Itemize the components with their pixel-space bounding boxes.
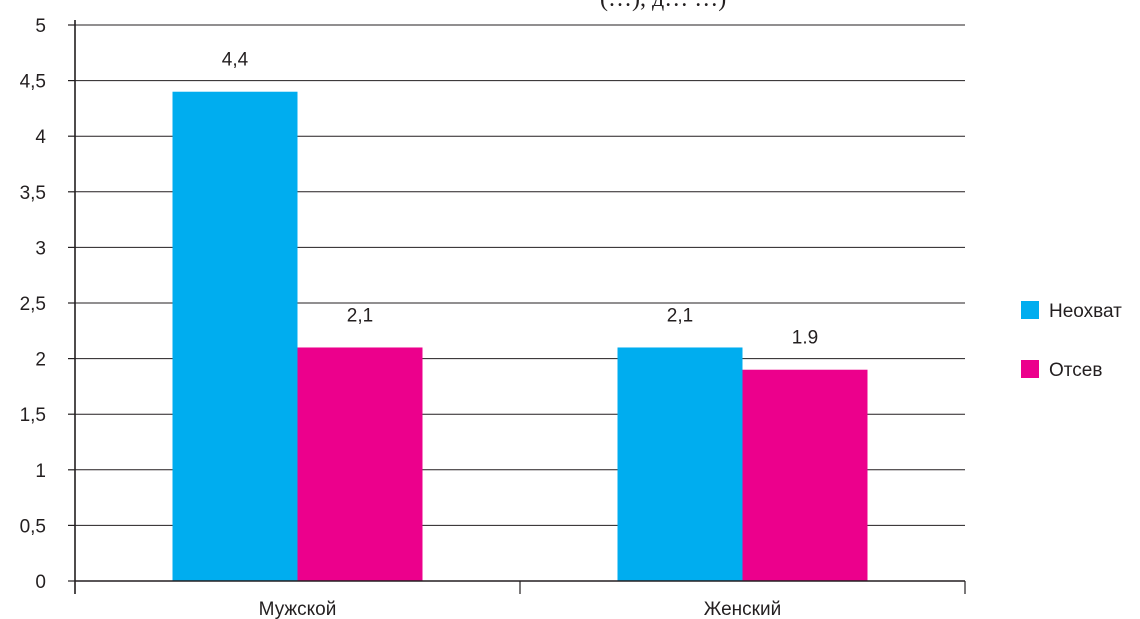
legend-swatch [1021, 360, 1039, 378]
y-tick-label: 2,5 [20, 294, 46, 315]
data-label: 2,1 [667, 305, 693, 326]
y-tick-label: 4,5 [20, 72, 46, 93]
data-label: 2,1 [347, 305, 373, 326]
x-tick-label: Мужской [259, 599, 337, 619]
bar-otsev-male [297, 347, 423, 581]
chart-title-fragment: (…), д… …) [600, 0, 726, 12]
bars [172, 91, 868, 581]
axes [68, 20, 966, 594]
bar-neokhvat-female [617, 347, 743, 581]
bar-neokhvat-male [172, 91, 298, 581]
y-tick-label: 1 [35, 461, 46, 482]
y-tick-label: 0,5 [20, 516, 46, 537]
x-tick-labels: Мужской Женский [259, 599, 782, 619]
y-tick-label: 2 [35, 350, 46, 371]
legend: Неохват Отсев [1021, 301, 1122, 381]
x-tick-label: Женский [704, 599, 781, 619]
chart-title-area: (…), д… …) [600, 0, 726, 12]
y-tick-label: 0 [35, 572, 46, 593]
y-tick-label: 1,5 [20, 405, 46, 426]
legend-label: Неохват [1049, 301, 1122, 322]
data-label: 1.9 [792, 328, 818, 349]
data-labels: 4,4 2,1 2,1 1.9 [222, 50, 818, 349]
data-label: 4,4 [222, 50, 249, 71]
bar-otsev-female [742, 369, 868, 581]
legend-label: Отсев [1049, 360, 1102, 381]
y-tick-label: 3 [35, 238, 46, 259]
legend-swatch [1021, 301, 1039, 319]
y-tick-label: 3,5 [20, 183, 46, 204]
y-tick-label: 4 [35, 127, 46, 148]
y-tick-labels: 0 0,5 1 1,5 2 2,5 3 3,5 4 4,5 5 [20, 16, 47, 593]
y-tick-label: 5 [35, 16, 46, 37]
